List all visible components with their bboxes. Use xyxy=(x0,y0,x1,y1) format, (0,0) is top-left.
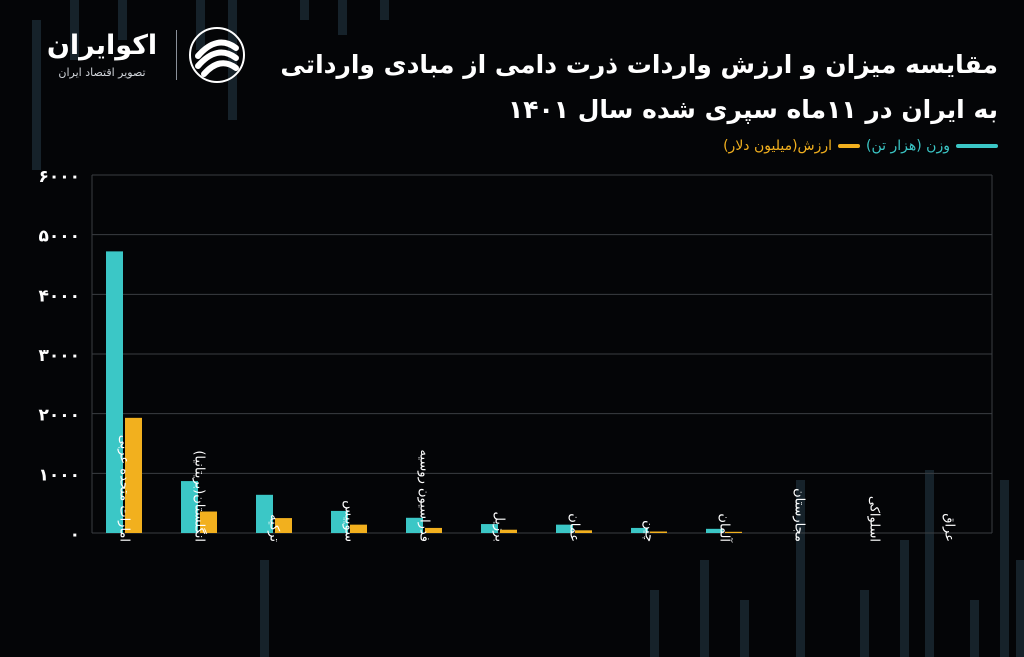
bar-weight xyxy=(556,524,573,533)
bg-candle-14 xyxy=(900,540,909,657)
bar-weight xyxy=(181,481,198,533)
x-tick-label: ترکیه xyxy=(267,514,282,542)
x-tick-label: عمان xyxy=(567,513,582,542)
x-tick-label: اسلواکی xyxy=(867,496,882,542)
bar-value xyxy=(725,531,742,533)
bg-candle-15 xyxy=(925,470,934,657)
bg-candle-10 xyxy=(700,560,709,657)
bar-weight xyxy=(331,510,348,533)
bar-weight xyxy=(631,527,648,533)
bar-weight xyxy=(106,251,123,533)
bar-weight xyxy=(256,494,273,533)
y-tick-label: ۴۰۰۰ xyxy=(38,286,80,306)
bg-candle-6 xyxy=(338,0,347,35)
x-tick-label: عراق xyxy=(942,513,957,542)
bg-candle-3 xyxy=(196,0,205,50)
x-tick-label: امارات متحده عربی xyxy=(117,435,132,542)
bar-weight xyxy=(481,524,498,533)
bg-candle-8 xyxy=(260,560,269,657)
y-tick-label: ۰ xyxy=(70,525,80,545)
bar-value xyxy=(200,511,217,533)
bar-value xyxy=(650,531,667,533)
bg-candle-2 xyxy=(118,0,127,40)
x-tick-label: سوییس xyxy=(342,500,357,542)
x-tick-label: آلمان xyxy=(717,513,734,543)
brand-logo: اکوایران تصویر اقتصاد ایران xyxy=(38,24,248,86)
bar-value xyxy=(350,524,367,533)
x-tick-label: فدراسیون روسیه xyxy=(417,450,432,542)
chart-title: مقایسه میزان و ارزش واردات ذرت دامی از م… xyxy=(280,50,998,124)
bg-candle-17 xyxy=(1000,480,1009,657)
bg-candle-5 xyxy=(300,0,309,20)
x-tick-label: مجارستان xyxy=(792,488,807,542)
bar-value xyxy=(425,527,442,533)
legend-swatch-value xyxy=(838,144,861,148)
x-tick-label: چین xyxy=(642,520,657,542)
y-tick-label: ۳۰۰۰ xyxy=(38,346,80,366)
bg-candle-12 xyxy=(796,480,805,657)
bar-value xyxy=(500,529,517,533)
legend-label-value: ارزش(میلیون دلار) xyxy=(723,138,833,154)
bar-value xyxy=(575,530,592,533)
bar-weight xyxy=(706,528,723,533)
y-tick-label: ۲۰۰۰ xyxy=(38,406,80,426)
x-tick-label: برزیل xyxy=(492,511,507,542)
bg-candle-0 xyxy=(32,20,41,170)
bg-candle-9 xyxy=(650,590,659,657)
brand-mark-icon xyxy=(189,27,245,83)
y-tick-label: ۵۰۰۰ xyxy=(38,227,80,247)
bar-value xyxy=(275,518,292,533)
legend-swatch-weight xyxy=(956,144,998,148)
x-tick-label: انگلستان(بریتانیا) xyxy=(192,450,208,542)
y-tick-label: ۱۰۰۰ xyxy=(38,465,80,485)
bg-candle-11 xyxy=(740,600,749,657)
y-tick-label: ۶۰۰۰ xyxy=(38,167,80,187)
bg-candle-4 xyxy=(228,0,237,120)
chart-legend: وزن (هزار تن) ارزش(میلیون دلار) xyxy=(723,138,998,154)
bg-candle-1 xyxy=(70,0,79,60)
bg-candle-7 xyxy=(380,0,389,20)
logo-divider xyxy=(176,30,177,80)
brand-tagline: تصویر اقتصاد ایران xyxy=(58,66,146,79)
legend-label-weight: وزن (هزار تن) xyxy=(866,138,950,154)
bg-candle-18 xyxy=(1016,560,1024,657)
bg-candle-16 xyxy=(970,600,979,657)
bg-candle-13 xyxy=(860,590,869,657)
bar-value xyxy=(125,417,142,533)
bar-weight xyxy=(406,517,423,533)
brand-name: اکوایران xyxy=(46,30,158,61)
